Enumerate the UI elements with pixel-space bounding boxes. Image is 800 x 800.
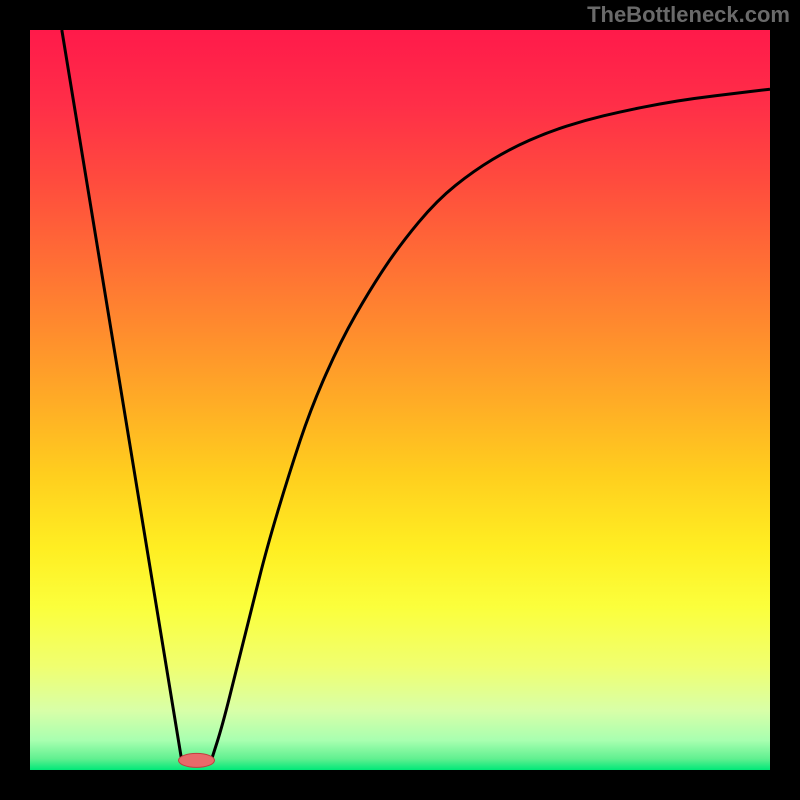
plot-area [30, 30, 770, 770]
minimum-marker [179, 753, 215, 767]
chart-container: TheBottleneck.com [0, 0, 800, 800]
watermark-text: TheBottleneck.com [587, 2, 790, 28]
gradient-background [30, 30, 770, 770]
chart-svg [30, 30, 770, 770]
